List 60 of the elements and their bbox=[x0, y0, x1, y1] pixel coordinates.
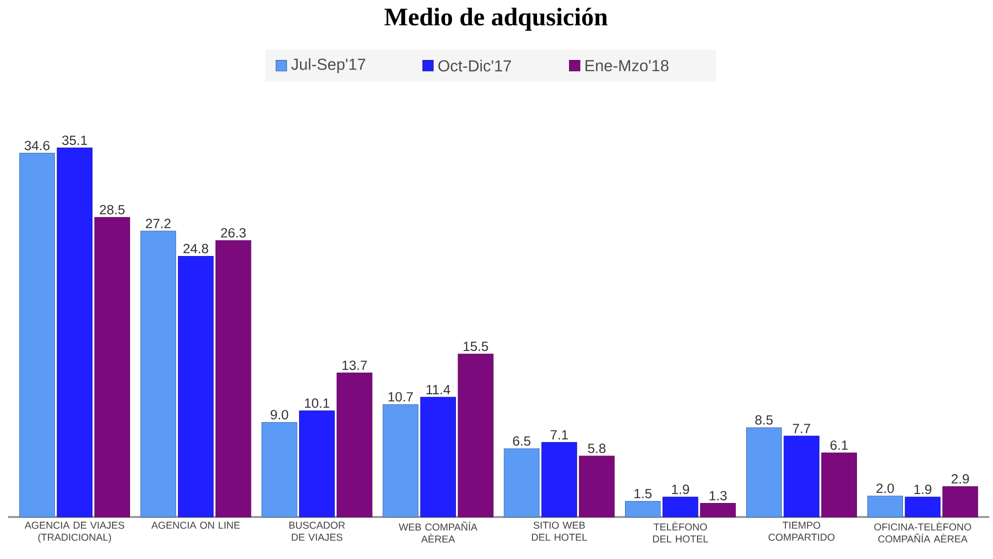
x-tick-label: BUSCADOR DE VIAJES bbox=[289, 522, 345, 541]
bar bbox=[382, 404, 418, 518]
bar bbox=[662, 496, 698, 518]
data-label: 6.5 bbox=[513, 436, 530, 446]
bar bbox=[94, 217, 130, 518]
bar bbox=[867, 496, 903, 518]
bar bbox=[942, 486, 978, 518]
x-tick-label: TELÈFONO DEL HOTEL bbox=[653, 522, 708, 542]
legend-label: Jul-Sep'17 bbox=[291, 58, 366, 74]
data-label: 2.9 bbox=[952, 474, 969, 484]
bar bbox=[821, 452, 857, 518]
data-label: 35.1 bbox=[62, 136, 87, 146]
x-tick-label: AGENCIA DE VIAJES (TRADICIONAL) bbox=[24, 522, 124, 543]
data-label: 15.5 bbox=[464, 342, 488, 352]
x-tick-label: SITIO WEB DEL HOTEL bbox=[532, 522, 587, 541]
data-label: 6.1 bbox=[830, 440, 848, 450]
bar bbox=[700, 503, 736, 518]
data-label: 28.5 bbox=[100, 204, 125, 214]
bar bbox=[458, 354, 494, 518]
bar bbox=[746, 427, 782, 518]
bar bbox=[336, 372, 372, 518]
data-label: 8.5 bbox=[755, 415, 773, 425]
bar bbox=[420, 396, 456, 518]
bar bbox=[578, 456, 615, 518]
x-tick-label: TIEMPO COMPARTIDO bbox=[768, 522, 834, 541]
legend-label: Oct-Dic'17 bbox=[438, 60, 511, 72]
bar bbox=[262, 422, 298, 518]
data-label: 10.7 bbox=[388, 392, 413, 402]
data-label: 1.3 bbox=[710, 490, 727, 500]
bar bbox=[541, 442, 578, 518]
data-label: 10.1 bbox=[304, 398, 330, 408]
data-label: 7.7 bbox=[792, 424, 810, 434]
data-label: 24.8 bbox=[183, 244, 208, 254]
x-tick-label: WEB COMPAÑÍA AÈREA bbox=[398, 522, 478, 542]
data-label: 26.3 bbox=[221, 228, 246, 238]
data-label: 27.2 bbox=[146, 218, 171, 228]
bar bbox=[140, 230, 176, 518]
data-label: 1.9 bbox=[914, 484, 932, 494]
bar bbox=[624, 500, 661, 518]
chart-title: Medio de adqusición bbox=[384, 8, 608, 31]
data-label: 7.1 bbox=[550, 430, 568, 440]
data-label: 11.4 bbox=[426, 385, 450, 394]
data-label: 1.9 bbox=[672, 484, 690, 494]
x-tick-label: AGENCIA ON LINE bbox=[151, 522, 240, 529]
data-label: 13.7 bbox=[342, 360, 367, 370]
legend-label: Ene-Mzo'18 bbox=[586, 60, 668, 72]
bar bbox=[19, 152, 55, 518]
data-label: 1.5 bbox=[634, 488, 652, 498]
data-label: 9.0 bbox=[270, 410, 288, 420]
bar bbox=[904, 496, 941, 518]
x-tick-label: OFICINA-TELÈFONO COMPAÑÍA AÈREA bbox=[874, 522, 972, 542]
bar bbox=[299, 410, 335, 518]
data-label: 34.6 bbox=[24, 140, 50, 150]
data-label: 5.8 bbox=[588, 444, 606, 454]
bar bbox=[216, 240, 252, 518]
bar bbox=[504, 448, 540, 518]
data-label: 2.0 bbox=[876, 484, 894, 494]
bar bbox=[784, 436, 820, 518]
bar bbox=[178, 256, 214, 518]
bar bbox=[56, 148, 92, 518]
